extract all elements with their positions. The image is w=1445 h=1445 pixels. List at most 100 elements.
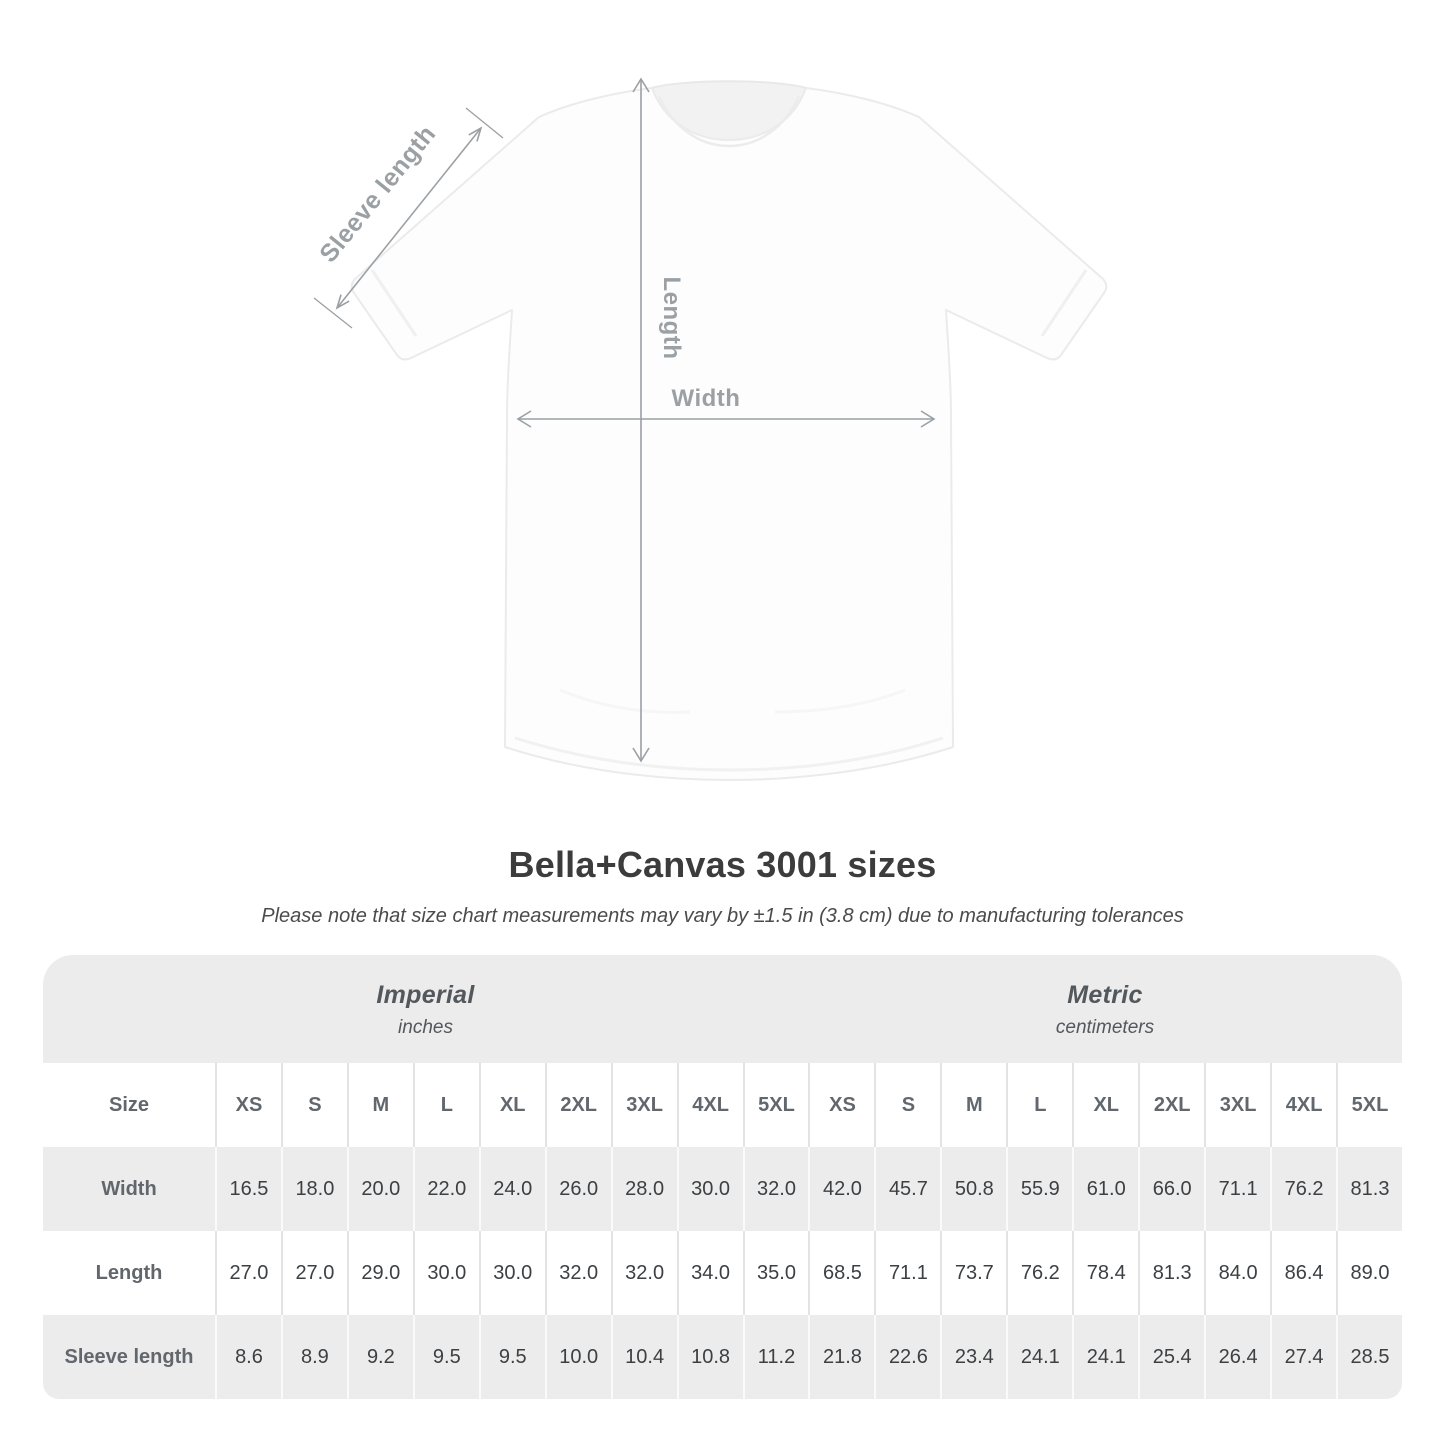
page-title: Bella+Canvas 3001 sizes: [508, 844, 937, 885]
measurement-row-sleeve-length: Sleeve length 8.6 8.9 9.2 9.5 9.5 10.0 10.4 10.8…: [43, 1315, 1402, 1399]
sleeve-length-arrow: [313, 107, 504, 329]
measurement-value: 76.2: [1006, 1231, 1072, 1315]
imperial-section-header: Imperial inches: [43, 955, 808, 1063]
measurement-value: 22.6: [874, 1315, 940, 1399]
row-label: Length: [95, 1261, 163, 1284]
size-column-header: S: [280, 1063, 347, 1147]
measurement-value: 81.3: [1336, 1147, 1402, 1231]
size-column-header: 2XL: [544, 1063, 611, 1147]
measurement-value: 10.8: [676, 1315, 743, 1399]
right-sleeve-hem: [1040, 269, 1088, 337]
measurement-value: 16.5: [215, 1147, 281, 1231]
measurement-value: 27.0: [280, 1231, 347, 1315]
left-sleeve-hem: [370, 269, 418, 337]
size-column-header: 5XL: [1336, 1063, 1402, 1147]
measurement-value: 84.0: [1204, 1231, 1270, 1315]
measurement-value: 71.1: [1204, 1147, 1270, 1231]
metric-label: Metric: [1067, 981, 1143, 1009]
size-column-header: L: [412, 1063, 479, 1147]
width-arrow: [516, 410, 936, 428]
size-column-header: XL: [478, 1063, 545, 1147]
length-measure-label: Length: [658, 277, 685, 360]
tshirt-measurement-diagram: Length Width Sleeve length: [295, 55, 1170, 810]
measurement-value: 61.0: [1072, 1147, 1138, 1231]
measurement-value: 30.0: [676, 1147, 743, 1231]
measurement-value: 29.0: [346, 1231, 413, 1315]
size-column-header: M: [940, 1063, 1006, 1147]
bottom-hem-stitch: [514, 736, 944, 772]
row-label: Width: [101, 1177, 157, 1200]
measurement-value: 18.0: [280, 1147, 347, 1231]
wrinkle: [774, 688, 906, 714]
size-header-row: Size XS S M L XL 2XL 3XL 4XL 5XL XS S M L XL 2XL 3XL 4XL 5…: [43, 1063, 1402, 1147]
measurement-value: 27.0: [215, 1231, 281, 1315]
size-column-header: XL: [1072, 1063, 1138, 1147]
size-column-header: 5XL: [742, 1063, 809, 1147]
measurement-value: 45.7: [874, 1147, 940, 1231]
measurement-value: 25.4: [1138, 1315, 1204, 1399]
measurement-value: 76.2: [1270, 1147, 1336, 1231]
measurement-value: 30.0: [412, 1231, 479, 1315]
measurement-row-width: Width 16.5 18.0 20.0 22.0 24.0 26.0 28.0 30.0 32.…: [43, 1147, 1402, 1231]
tshirt-diagram-svg: Length Width Sleeve length: [313, 77, 1108, 781]
measurement-value: 8.9: [280, 1315, 347, 1399]
measurement-value: 26.0: [544, 1147, 611, 1231]
measurement-value: 24.1: [1006, 1315, 1072, 1399]
width-measure-label: Width: [672, 385, 741, 412]
measurement-value: 9.5: [412, 1315, 479, 1399]
measurement-value: 9.5: [478, 1315, 545, 1399]
measurement-value: 26.4: [1204, 1315, 1270, 1399]
size-column-header: XS: [215, 1063, 281, 1147]
measurement-row-length: Length 27.0 27.0 29.0 30.0 30.0 32.0 32.0 34.0 35…: [43, 1231, 1402, 1315]
measurement-value: 66.0: [1138, 1147, 1204, 1231]
tshirt-illustration: [350, 87, 1108, 781]
measurement-value: 89.0: [1336, 1231, 1402, 1315]
measurement-value: 42.0: [808, 1147, 874, 1231]
measurement-value: 78.4: [1072, 1231, 1138, 1315]
measurement-value: 10.4: [610, 1315, 677, 1399]
wrinkle: [559, 688, 691, 714]
measurement-value: 24.1: [1072, 1315, 1138, 1399]
measurement-value: 32.0: [742, 1147, 809, 1231]
measurement-value: 10.0: [544, 1315, 611, 1399]
measurement-value: 27.4: [1270, 1315, 1336, 1399]
measurement-value: 50.8: [940, 1147, 1006, 1231]
size-column-header: S: [874, 1063, 940, 1147]
measurement-value: 32.0: [610, 1231, 677, 1315]
row-label: Size: [108, 1093, 150, 1116]
tolerance-note: Please note that size chart measurements…: [261, 905, 1184, 927]
measurement-value: 23.4: [940, 1315, 1006, 1399]
measurement-value: 28.5: [1336, 1315, 1402, 1399]
size-column-header: 2XL: [1138, 1063, 1204, 1147]
measurement-value: 8.6: [215, 1315, 281, 1399]
measurement-value: 68.5: [808, 1231, 874, 1315]
measurement-value: 55.9: [1006, 1147, 1072, 1231]
size-table-body: Size XS S M L XL 2XL 3XL 4XL 5XL XS S M L XL 2XL 3XL 4XL 5…: [43, 1063, 1402, 1399]
row-label: Sleeve length: [64, 1345, 194, 1368]
measurement-value: 11.2: [742, 1315, 809, 1399]
measurement-value: 28.0: [610, 1147, 677, 1231]
size-column-header: M: [346, 1063, 413, 1147]
measurement-value: 81.3: [1138, 1231, 1204, 1315]
measurement-value: 22.0: [412, 1147, 479, 1231]
measurement-value: 34.0: [676, 1231, 743, 1315]
size-table: Imperial inches Metric centimeters Size X…: [43, 955, 1402, 1399]
measurement-value: 30.0: [478, 1231, 545, 1315]
metric-section-header: Metric centimeters: [808, 955, 1402, 1063]
measurement-value: 73.7: [940, 1231, 1006, 1315]
size-column-header: XS: [808, 1063, 874, 1147]
imperial-unit-label: inches: [398, 1017, 453, 1038]
measurement-value: 71.1: [874, 1231, 940, 1315]
measurement-value: 20.0: [346, 1147, 413, 1231]
imperial-label: Imperial: [376, 981, 475, 1009]
collar-ribbing: [657, 95, 801, 148]
measurement-value: 86.4: [1270, 1231, 1336, 1315]
measurement-value: 24.0: [478, 1147, 545, 1231]
measurement-value: 32.0: [544, 1231, 611, 1315]
size-column-header: L: [1006, 1063, 1072, 1147]
measurement-value: 35.0: [742, 1231, 809, 1315]
measurement-value: 21.8: [808, 1315, 874, 1399]
metric-unit-label: centimeters: [1055, 1017, 1155, 1038]
size-column-header: 4XL: [1270, 1063, 1336, 1147]
size-column-header: 4XL: [676, 1063, 743, 1147]
